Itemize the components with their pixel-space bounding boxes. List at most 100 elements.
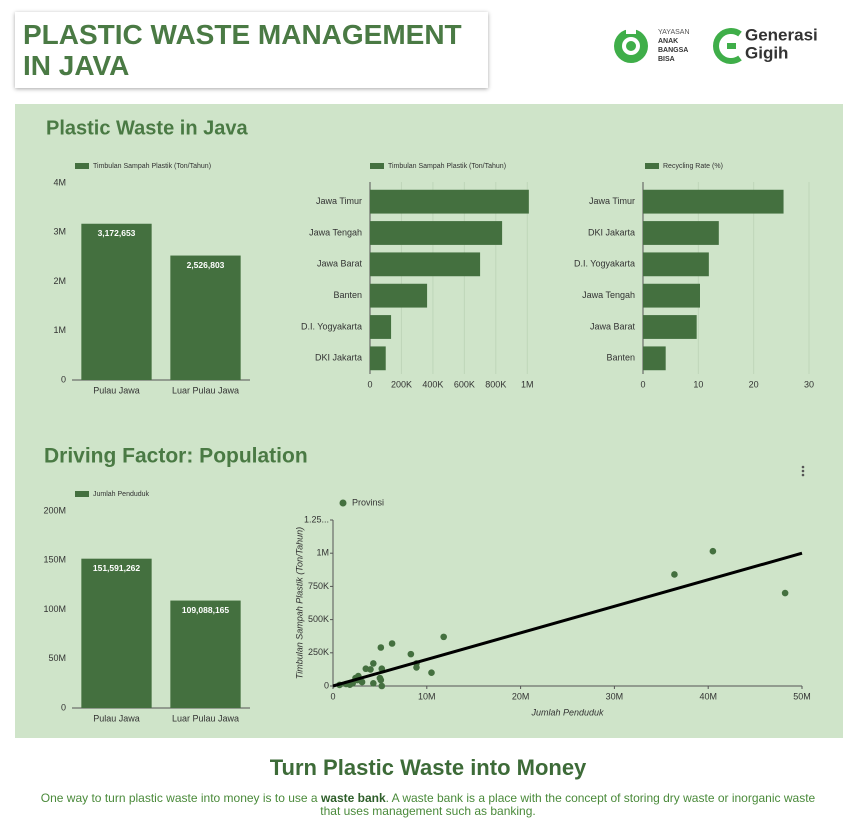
y-tick-label: Jawa Tengah <box>309 227 362 237</box>
logo-text: BISA <box>658 56 675 63</box>
value-label: 3,172,653 <box>98 228 136 238</box>
legend-label: Recycling Rate (%) <box>663 163 723 170</box>
bar <box>643 346 666 371</box>
y-tick-label: DKI Jakarta <box>588 227 635 237</box>
bar <box>643 283 700 308</box>
bar <box>81 558 152 708</box>
y-tick-label: D.I. Yogyakarta <box>301 321 362 331</box>
footer-title: Turn Plastic Waste into Money <box>269 755 587 780</box>
y-tick-label: 4M <box>53 177 66 187</box>
more-menu[interactable] <box>801 465 805 477</box>
x-tick-label: 20M <box>512 691 530 701</box>
x-tick-label: 30M <box>606 691 624 701</box>
value-label: 2,526,803 <box>187 260 225 270</box>
x-tick-label: Luar Pulau Jawa <box>172 713 239 723</box>
x-tick-label: 20 <box>749 379 759 389</box>
bar <box>643 221 719 245</box>
bar <box>170 255 241 380</box>
y-tick-label: 1.25... <box>304 514 329 524</box>
legend-swatch <box>339 499 347 507</box>
bar <box>370 283 428 308</box>
value-label: 109,088,165 <box>182 605 230 615</box>
y-tick-label: 0 <box>61 374 66 384</box>
x-tick-label: 0 <box>367 379 372 389</box>
scatter-point <box>709 547 717 555</box>
page-title: IN JAVA <box>23 50 130 81</box>
legend-label: Jumlah Penduduk <box>93 491 150 498</box>
legend-swatch <box>75 491 89 497</box>
scatter-chart: 0 10M 20M 30M 40M 50M 0 250K 500K 750K 1M 1.25... Ju… <box>294 514 810 717</box>
logo-yayasan: YAYASAN ANAK BANGSA BISA <box>614 26 690 63</box>
section-title: Driving Factor: Population <box>44 445 308 468</box>
bar-chart: 0 50M 100M 150M 200M 151,591,262 Pulau Jawa 109… <box>43 505 250 723</box>
scatter-point <box>671 571 678 578</box>
legend-label: Timbulan Sampah Plastik (Ton/Tahun) <box>93 163 211 170</box>
y-tick-label: 0 <box>324 680 329 690</box>
legend-label: Timbulan Sampah Plastik (Ton/Tahun) <box>388 163 506 170</box>
scatter-point <box>370 680 377 687</box>
x-tick-label: 10 <box>693 379 703 389</box>
scatter-point <box>388 640 396 647</box>
scatter-point <box>428 669 435 677</box>
x-tick-label: 400K <box>422 379 443 389</box>
y-tick-label: Jawa Tengah <box>582 290 635 300</box>
bar <box>643 315 697 339</box>
scatter-point <box>440 633 447 641</box>
horizontal-bar-chart: 0 200K 400K 600K 800K 1M Jawa Timur Jawa Tengah… <box>301 182 534 389</box>
x-tick-label: 40M <box>699 691 717 701</box>
logo-generasi-gigih: Generasi Gigih <box>713 25 818 64</box>
y-tick-label: Jawa Barat <box>317 259 363 269</box>
y-tick-label: Jawa Timur <box>589 196 635 206</box>
x-tick-label: Luar Pulau Jawa <box>172 385 239 395</box>
y-tick-label: 0 <box>61 702 66 712</box>
logo-text: Gigih <box>745 43 788 62</box>
x-tick-label: 0 <box>330 691 335 701</box>
footer-text-bold: waste bank <box>320 791 386 805</box>
y-tick-label: 50M <box>48 653 66 663</box>
y-tick-label: 2M <box>53 276 66 286</box>
bar-chart: 0 1M 2M 3M 4M 3,172,653 Pulau Jawa 2,526,803 Lua… <box>53 177 250 395</box>
scatter-point <box>378 682 386 690</box>
scatter-point <box>781 589 789 597</box>
horizontal-bar-chart: 0 10 20 30 Jawa Timur DKI Jakarta D.I. Yogyaka… <box>574 182 814 389</box>
x-tick-label: 600K <box>454 379 475 389</box>
bar <box>643 189 784 214</box>
x-tick-label: 10M <box>418 691 436 701</box>
x-tick-label: 50M <box>793 691 811 701</box>
scatter-point <box>370 660 377 667</box>
y-tick-label: DKI Jakarta <box>315 353 362 363</box>
logo-text: ANAK <box>658 38 678 45</box>
scatter-point <box>407 650 415 658</box>
bar <box>370 346 386 371</box>
y-tick-label: Jawa Timur <box>316 196 362 206</box>
y-tick-label: Jawa Barat <box>590 321 636 331</box>
y-tick-label: 3M <box>53 227 66 237</box>
x-tick-label: 200K <box>391 379 412 389</box>
x-tick-label: 1M <box>521 379 534 389</box>
y-tick-label: 500K <box>308 614 329 624</box>
y-tick-label: 200M <box>43 505 66 515</box>
y-tick-label: Banten <box>606 353 635 363</box>
bar <box>370 221 503 245</box>
x-tick-label: 0 <box>640 379 645 389</box>
scatter-point <box>358 678 366 686</box>
y-tick-label: D.I. Yogyakarta <box>574 259 635 269</box>
scatter-point <box>377 644 385 651</box>
legend-label: Provinsi <box>352 497 384 507</box>
trendline <box>332 551 803 688</box>
logo-text: BANGSA <box>658 47 688 54</box>
footer-text-part: . A waste bank is a place with the conce… <box>320 791 816 818</box>
y-axis-label: Timbulan Sampah Plastik (Ton/Tahun) <box>294 527 304 679</box>
y-tick-label: 1M <box>316 548 329 558</box>
x-tick-label: 30 <box>804 379 814 389</box>
logo-text: Generasi <box>745 25 818 44</box>
bar <box>370 189 529 214</box>
scatter-point <box>376 674 384 682</box>
bar <box>370 315 392 339</box>
legend-swatch <box>75 163 89 169</box>
bar <box>81 223 152 380</box>
y-tick-label: 150M <box>43 555 66 565</box>
footer-text: One way to turn plastic waste into money… <box>33 792 823 818</box>
